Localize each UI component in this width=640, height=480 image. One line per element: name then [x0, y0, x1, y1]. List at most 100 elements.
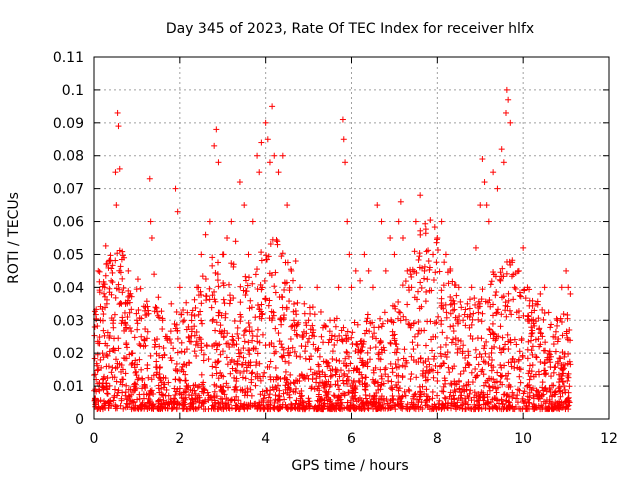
data-point [378, 218, 385, 225]
data-point [174, 335, 181, 342]
data-point [202, 405, 209, 412]
data-point [206, 218, 213, 225]
data-point [498, 311, 505, 318]
data-point [152, 364, 159, 371]
y-tick-label: 0.09 [53, 116, 84, 132]
data-point [103, 351, 110, 358]
data-point [124, 344, 131, 351]
data-point [489, 320, 496, 327]
data-point [267, 397, 274, 404]
data-point [230, 337, 237, 344]
data-point [104, 329, 111, 336]
data-point [433, 236, 440, 243]
data-point [182, 377, 189, 384]
data-point [486, 325, 493, 332]
data-point [408, 399, 415, 406]
data-point [542, 359, 549, 366]
data-point [349, 341, 356, 348]
data-point [252, 271, 259, 278]
data-point [244, 388, 251, 395]
data-point [443, 314, 450, 321]
data-point [562, 361, 569, 368]
data-point [131, 364, 138, 371]
data-point [254, 302, 261, 309]
data-point [209, 363, 216, 370]
data-point [284, 349, 291, 356]
data-point [131, 380, 138, 387]
data-point [314, 405, 321, 412]
data-point [95, 404, 102, 411]
data-point [141, 383, 148, 390]
data-point [564, 315, 571, 322]
data-point [97, 356, 104, 363]
data-point [105, 402, 112, 409]
data-point [522, 295, 529, 302]
data-point [346, 406, 353, 413]
data-point [541, 360, 548, 367]
data-point [529, 351, 536, 358]
data-point [486, 297, 493, 304]
data-point [174, 208, 181, 215]
data-point [193, 338, 200, 345]
data-point [211, 388, 218, 395]
data-point [378, 382, 385, 389]
data-point [366, 392, 373, 399]
data-point [537, 329, 544, 336]
data-point [180, 389, 187, 396]
data-point [419, 372, 426, 379]
data-point [290, 277, 297, 284]
data-point [504, 405, 511, 412]
data-point [320, 339, 327, 346]
data-point [186, 405, 193, 412]
data-point [110, 346, 117, 353]
data-point [153, 371, 160, 378]
data-point [172, 376, 179, 383]
data-point [316, 353, 323, 360]
data-point [427, 318, 434, 325]
data-point [211, 142, 218, 149]
data-point [301, 300, 308, 307]
data-point [172, 185, 179, 192]
data-point [235, 335, 242, 342]
data-point [531, 322, 538, 329]
data-point [535, 335, 542, 342]
data-point [423, 248, 430, 255]
data-point [353, 367, 360, 374]
data-point [349, 329, 356, 336]
data-point [425, 404, 432, 411]
data-point [112, 294, 119, 301]
data-point [548, 404, 555, 411]
data-point [489, 312, 496, 319]
data-point [482, 350, 489, 357]
data-point [195, 404, 202, 411]
data-point [517, 293, 524, 300]
data-point [375, 405, 382, 412]
data-point [185, 334, 192, 341]
data-point [136, 391, 143, 398]
data-point [492, 385, 499, 392]
data-point [348, 284, 355, 291]
data-point [252, 314, 259, 321]
data-point [245, 362, 252, 369]
data-point [300, 374, 307, 381]
data-point [529, 297, 536, 304]
data-point [218, 328, 225, 335]
data-point [490, 376, 497, 383]
data-point [558, 318, 565, 325]
data-point [220, 280, 227, 287]
data-point [277, 375, 284, 382]
data-point [245, 251, 252, 258]
data-point [293, 385, 300, 392]
data-point [391, 251, 398, 258]
data-point [480, 371, 487, 378]
data-point [96, 278, 103, 285]
data-point [513, 395, 520, 402]
data-point [534, 301, 541, 308]
data-point [566, 383, 573, 390]
data-point [134, 396, 141, 403]
data-point [364, 315, 371, 322]
data-point [224, 396, 231, 403]
data-point [213, 393, 220, 400]
data-point [355, 377, 362, 384]
data-point [503, 109, 509, 116]
